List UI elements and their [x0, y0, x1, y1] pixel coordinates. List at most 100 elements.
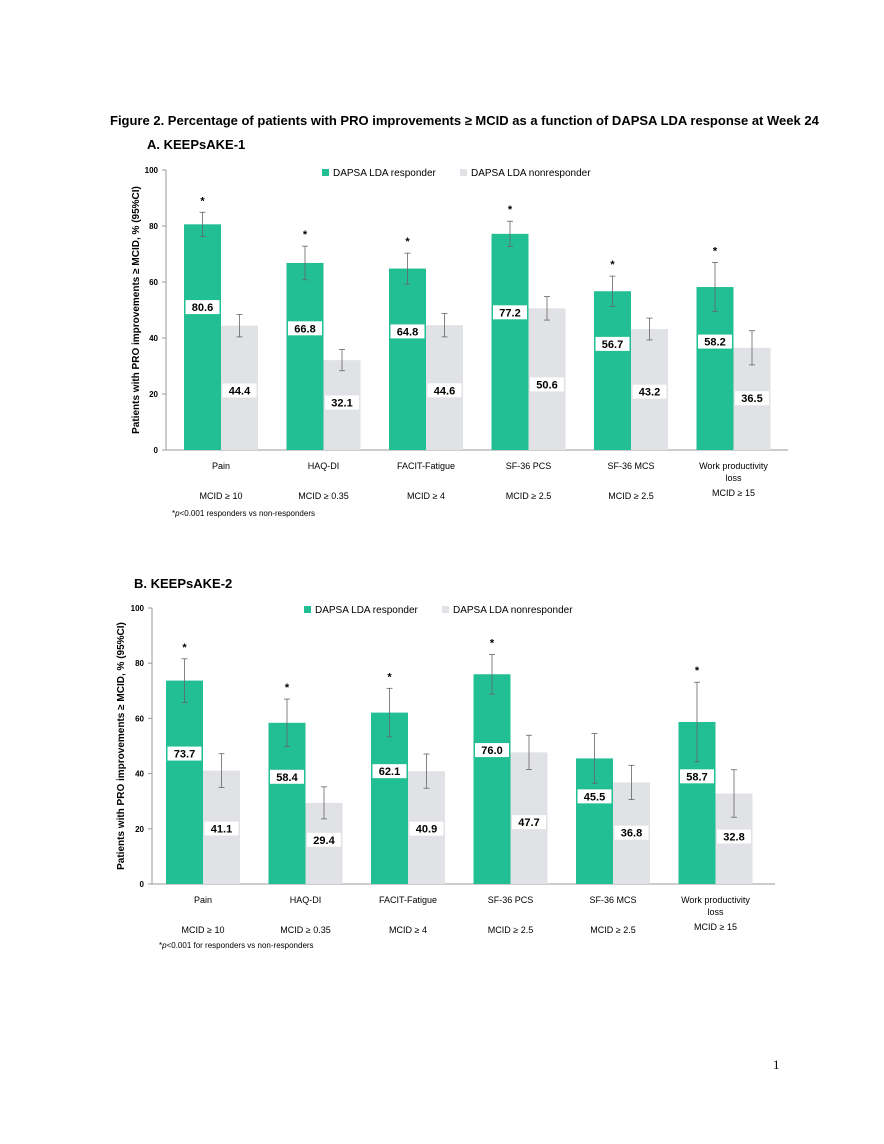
mcid-label: MCID ≥ 2.5: [608, 491, 653, 501]
data-label: 56.7: [602, 339, 623, 351]
data-label: 29.4: [313, 835, 335, 847]
y-axis-label: Patients with PRO improvements ≥ MCID, %…: [131, 186, 142, 434]
significance-star: *: [695, 665, 700, 677]
data-label-box: [222, 383, 257, 398]
data-label: 40.9: [416, 824, 437, 836]
y-tick-label: 0: [154, 446, 159, 455]
mcid-label: MCID ≥ 10: [182, 925, 225, 935]
significance-star: *: [405, 236, 410, 248]
category-label: Pain: [212, 461, 230, 471]
data-label-box: [512, 815, 546, 830]
legend-swatch-responder: [304, 606, 311, 613]
significance-star: *: [182, 642, 187, 654]
legend-label-responder: DAPSA LDA responder: [333, 168, 437, 179]
category-label: loss: [707, 907, 724, 917]
data-label: 41.1: [211, 823, 232, 835]
mcid-label: MCID ≥ 10: [200, 491, 243, 501]
significance-star: *: [285, 682, 290, 694]
data-label-box: [325, 395, 359, 410]
responder-bar: [268, 722, 306, 884]
panel-b-title: B. KEEPsAKE-2: [134, 576, 233, 591]
category-label: SF-36 MCS: [607, 461, 654, 471]
data-label-box: [717, 829, 751, 844]
data-label: 32.8: [723, 832, 744, 844]
data-label: 36.8: [621, 828, 642, 840]
page-number: 1: [773, 1057, 780, 1072]
data-label-box: [614, 825, 649, 840]
legend-swatch-nonresponder: [460, 169, 467, 176]
significance-star: *: [490, 637, 495, 649]
panel-a-title: A. KEEPsAKE-1: [147, 137, 246, 152]
significance-star: *: [610, 259, 615, 271]
significance-star: *: [713, 245, 718, 257]
category-label: Work productivity: [681, 895, 750, 905]
y-tick-label: 100: [145, 166, 159, 175]
data-label-box: [530, 377, 564, 392]
legend-label-responder: DAPSA LDA responder: [315, 605, 419, 616]
data-label: 36.5: [741, 393, 762, 405]
data-label: 44.6: [434, 385, 455, 397]
category-label: SF-36 PCS: [488, 895, 534, 905]
y-tick-label: 40: [149, 334, 158, 343]
data-label-box: [307, 832, 341, 847]
data-label: 47.7: [518, 817, 539, 829]
data-label-box: [577, 789, 612, 804]
data-label-box: [698, 334, 732, 349]
data-label: 64.8: [397, 326, 418, 338]
category-label: FACIT-Fatigue: [379, 895, 437, 905]
responder-bar: [166, 680, 203, 884]
category-label: HAQ-DI: [290, 895, 322, 905]
data-label-box: [680, 769, 714, 784]
mcid-label: MCID ≥ 0.35: [280, 925, 330, 935]
data-label: 43.2: [639, 387, 660, 399]
data-label: 32.1: [331, 398, 352, 410]
footnote-b: *p<0.001 for responders vs non-responder…: [159, 941, 314, 950]
data-label-box: [288, 321, 322, 336]
legend-label-nonresponder: DAPSA LDA nonresponder: [471, 168, 591, 179]
data-label: 45.5: [584, 791, 605, 803]
mcid-label: MCID ≥ 15: [694, 922, 737, 932]
data-label-box: [185, 300, 220, 315]
data-label: 44.4: [229, 385, 251, 397]
data-label: 58.2: [704, 337, 725, 349]
significance-star: *: [387, 671, 392, 683]
data-label-box: [270, 769, 304, 784]
data-label-box: [167, 746, 202, 761]
responder-bar: [286, 262, 324, 450]
data-label: 73.7: [174, 749, 195, 761]
responder-bar: [473, 674, 511, 884]
responder-bar: [389, 268, 426, 450]
mcid-label: MCID ≥ 15: [712, 488, 755, 498]
data-label-box: [493, 305, 527, 320]
data-label-box: [204, 821, 239, 836]
mcid-label: MCID ≥ 2.5: [590, 925, 635, 935]
data-label: 58.4: [276, 772, 298, 784]
data-label: 80.6: [192, 302, 213, 314]
data-label-box: [427, 383, 462, 398]
y-tick-label: 60: [149, 278, 158, 287]
footnote-a: *p<0.001 responders vs non-responders: [172, 509, 315, 518]
data-label-box: [390, 324, 425, 339]
responder-bar: [184, 224, 221, 450]
figure-title: Figure 2. Percentage of patients with PR…: [110, 113, 819, 128]
significance-star: *: [508, 204, 513, 216]
responder-bar: [594, 291, 631, 450]
category-label: loss: [725, 473, 742, 483]
y-tick-label: 0: [140, 880, 145, 889]
data-label-box: [372, 764, 407, 779]
y-tick-label: 80: [149, 222, 158, 231]
mcid-label: MCID ≥ 2.5: [488, 925, 533, 935]
data-label: 76.0: [481, 745, 502, 757]
legend-swatch-responder: [322, 169, 329, 176]
data-label-box: [735, 391, 769, 406]
category-label: FACIT-Fatigue: [397, 461, 455, 471]
category-label: Work productivity: [699, 461, 768, 471]
responder-bar: [371, 712, 408, 884]
data-label: 77.2: [499, 307, 520, 319]
y-tick-label: 60: [135, 714, 144, 723]
significance-star: *: [303, 229, 308, 241]
mcid-label: MCID ≥ 0.35: [298, 491, 348, 501]
data-label-box: [409, 821, 444, 836]
chart-a: 0 20 40 60 80 100 Patients with PRO improvemen…: [131, 166, 788, 501]
responder-bar: [491, 233, 529, 450]
